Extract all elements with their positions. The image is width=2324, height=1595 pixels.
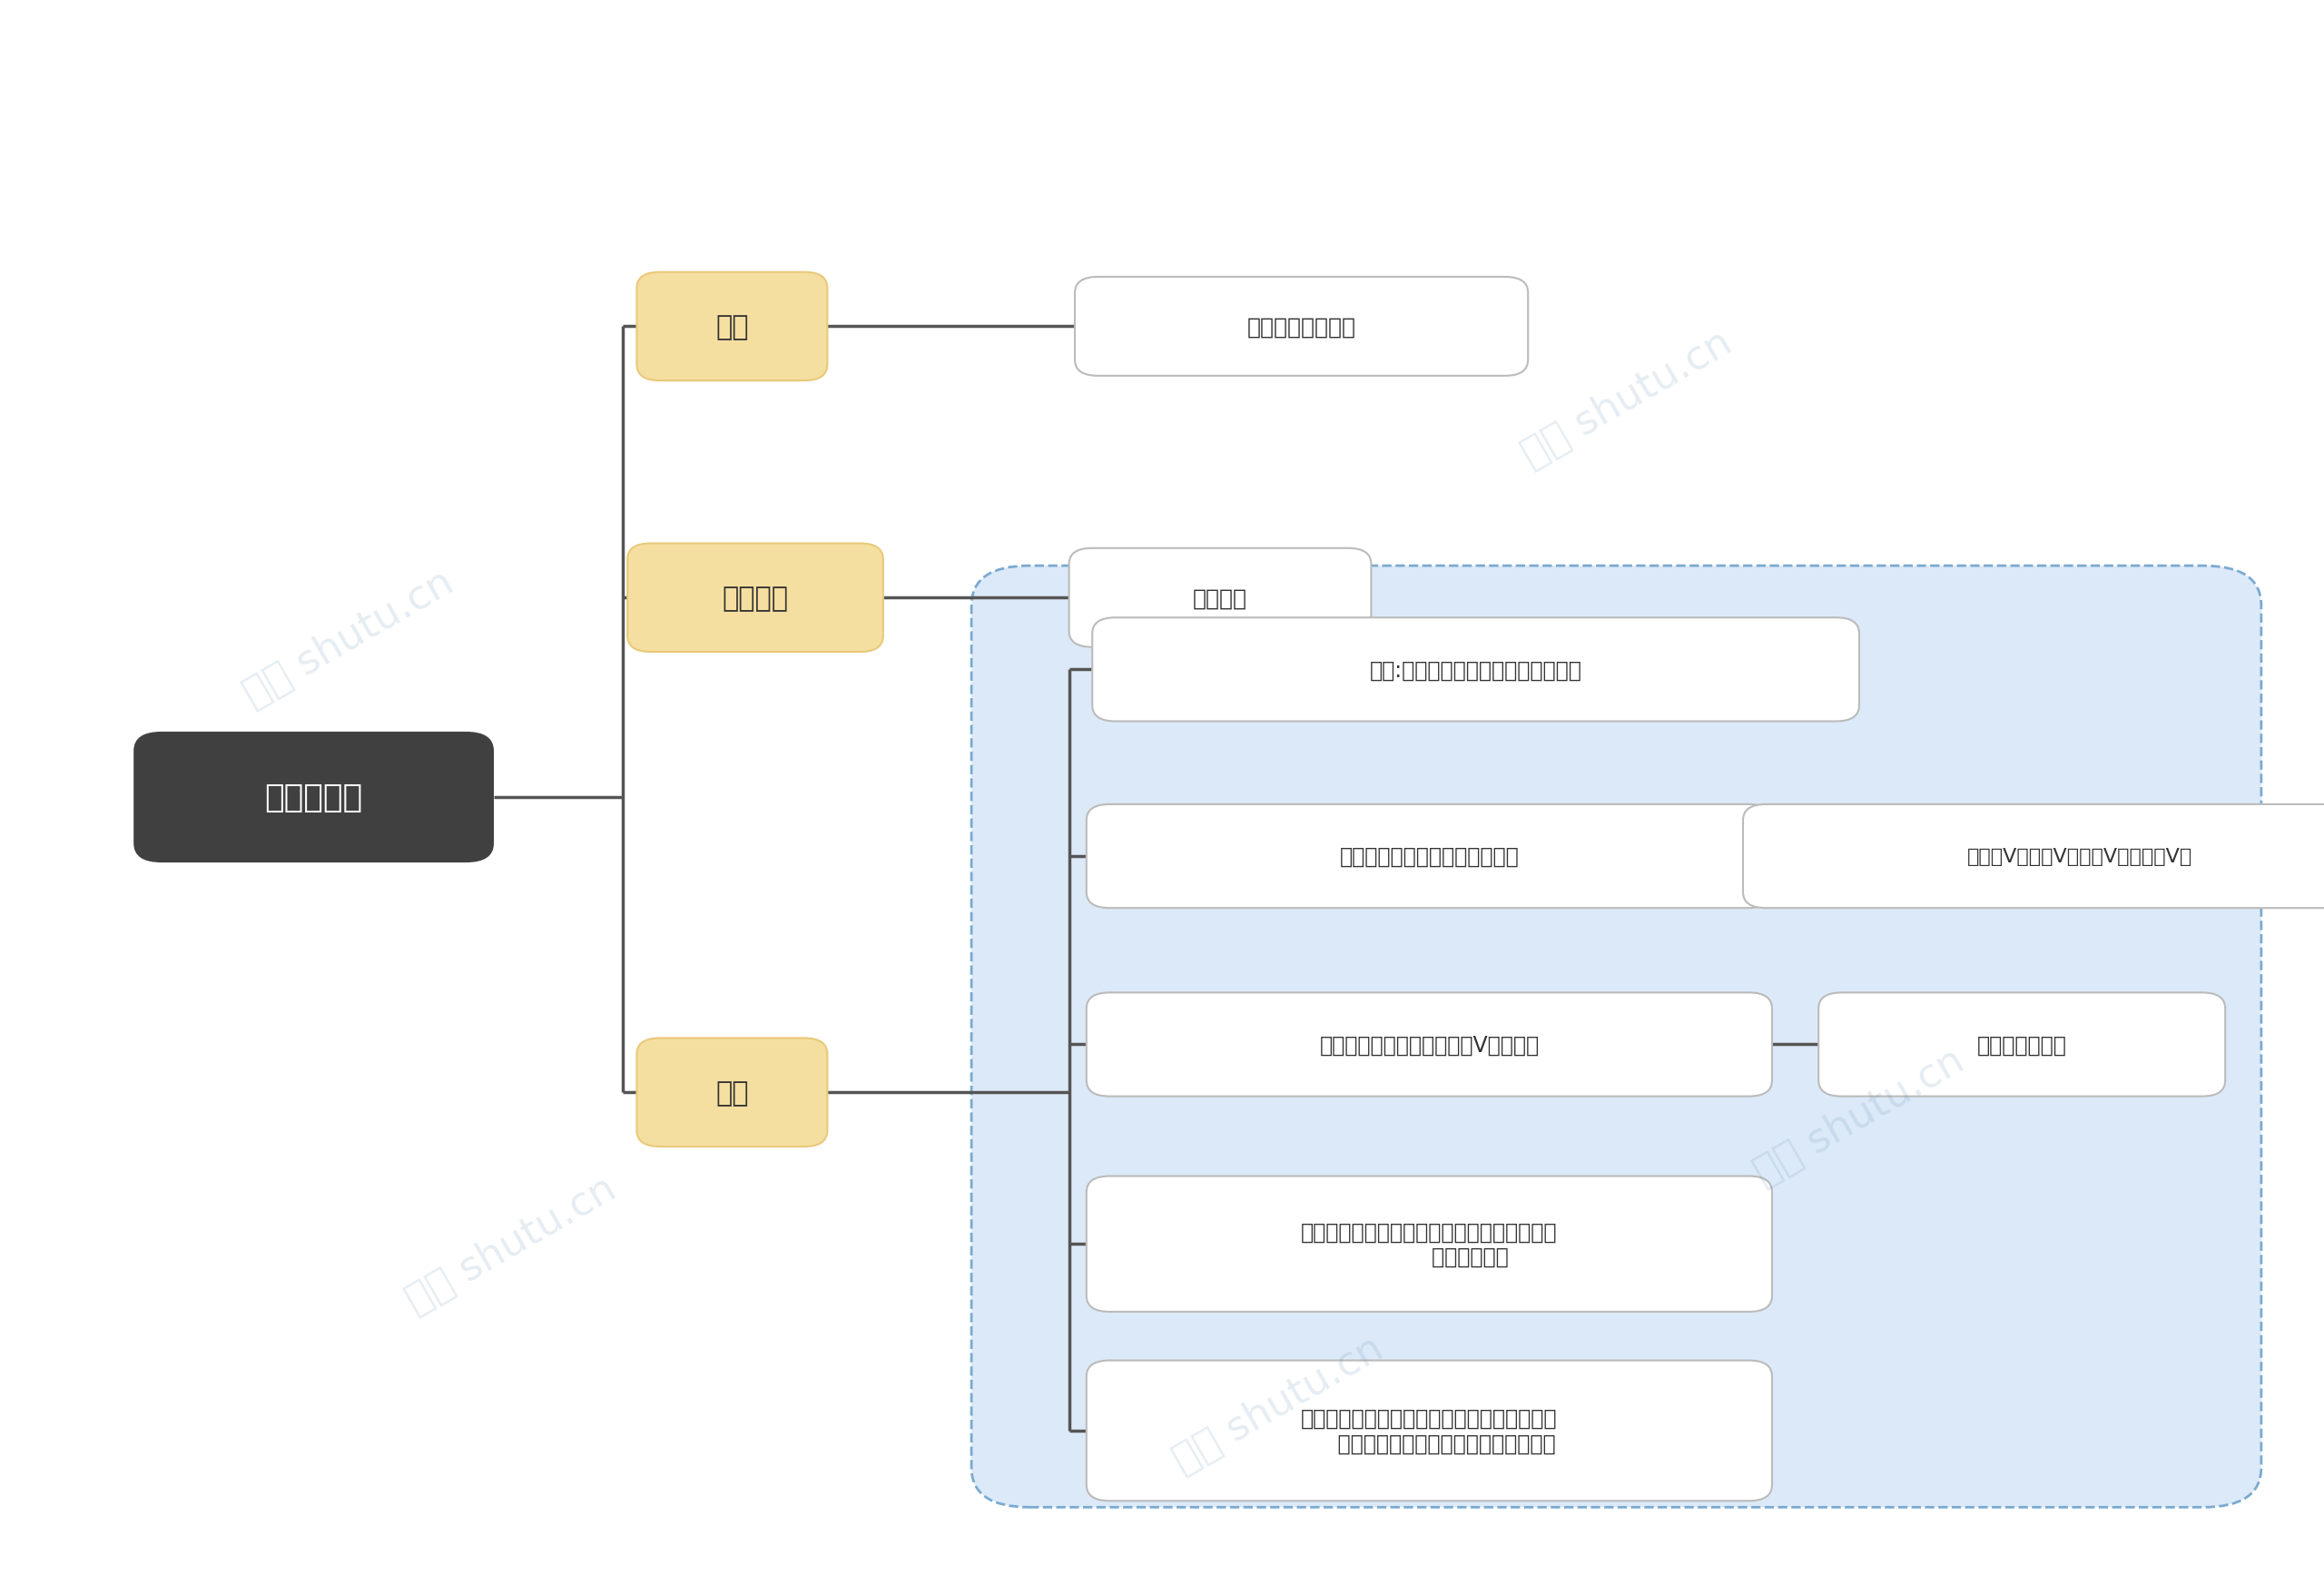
Text: 肝内型肝硬化导致: 肝内型肝硬化导致 xyxy=(1248,316,1355,338)
FancyBboxPatch shape xyxy=(1074,278,1529,376)
Text: 治疗: 治疗 xyxy=(716,1080,748,1105)
FancyBboxPatch shape xyxy=(637,1038,827,1147)
FancyBboxPatch shape xyxy=(135,732,495,863)
FancyBboxPatch shape xyxy=(627,544,883,652)
Text: 树图 shutu.cn: 树图 shutu.cn xyxy=(237,563,460,713)
Text: 非选择性门体分流术（门腔V分流术）: 非选择性门体分流术（门腔V分流术） xyxy=(1320,1034,1538,1056)
Text: 选择性门体分流术（脾肾静脉分流术）：脾静
            脉内径小不做: 选择性门体分流术（脾肾静脉分流术）：脾静 脉内径小不做 xyxy=(1301,1220,1557,1268)
Text: 易诱发肝性脑病: 易诱发肝性脑病 xyxy=(1978,1034,2066,1056)
FancyBboxPatch shape xyxy=(1088,992,1773,1097)
Text: 肝硬化门脉高压出血治疗：首选生长抑素，也
     可用血管加压素（高血压、冠心病禁用: 肝硬化门脉高压出血治疗：首选生长抑素，也 可用血管加压素（高血压、冠心病禁用 xyxy=(1301,1407,1557,1455)
Text: 树图 shutu.cn: 树图 shutu.cn xyxy=(400,1169,623,1319)
Text: 树图 shutu.cn: 树图 shutu.cn xyxy=(1515,324,1738,474)
FancyBboxPatch shape xyxy=(971,566,2261,1507)
Text: 最佳治疗：贲门周围血管离断术: 最佳治疗：贲门周围血管离断术 xyxy=(1339,845,1520,868)
FancyBboxPatch shape xyxy=(637,273,827,381)
FancyBboxPatch shape xyxy=(1088,1177,1773,1311)
FancyBboxPatch shape xyxy=(1088,1361,1773,1501)
FancyBboxPatch shape xyxy=(1092,617,1859,721)
Text: 同肝硬化: 同肝硬化 xyxy=(1192,587,1248,609)
FancyBboxPatch shape xyxy=(1743,804,2324,909)
Text: 门静脉高压: 门静脉高压 xyxy=(265,782,363,813)
Text: 目的:为了预防上消化道出血或再出血: 目的:为了预防上消化道出血或再出血 xyxy=(1369,659,1583,681)
Text: 树图 shutu.cn: 树图 shutu.cn xyxy=(1167,1329,1390,1479)
FancyBboxPatch shape xyxy=(1069,549,1371,648)
FancyBboxPatch shape xyxy=(1817,992,2226,1097)
Text: 病因: 病因 xyxy=(716,314,748,340)
FancyBboxPatch shape xyxy=(1088,804,1773,909)
Text: （冠状V；胃短V；胃后V；左膈下V）: （冠状V；胃短V；胃后V；左膈下V） xyxy=(1968,847,2192,866)
Text: 临床表现: 临床表现 xyxy=(723,585,788,611)
Text: 树图 shutu.cn: 树图 shutu.cn xyxy=(1748,1042,1971,1191)
